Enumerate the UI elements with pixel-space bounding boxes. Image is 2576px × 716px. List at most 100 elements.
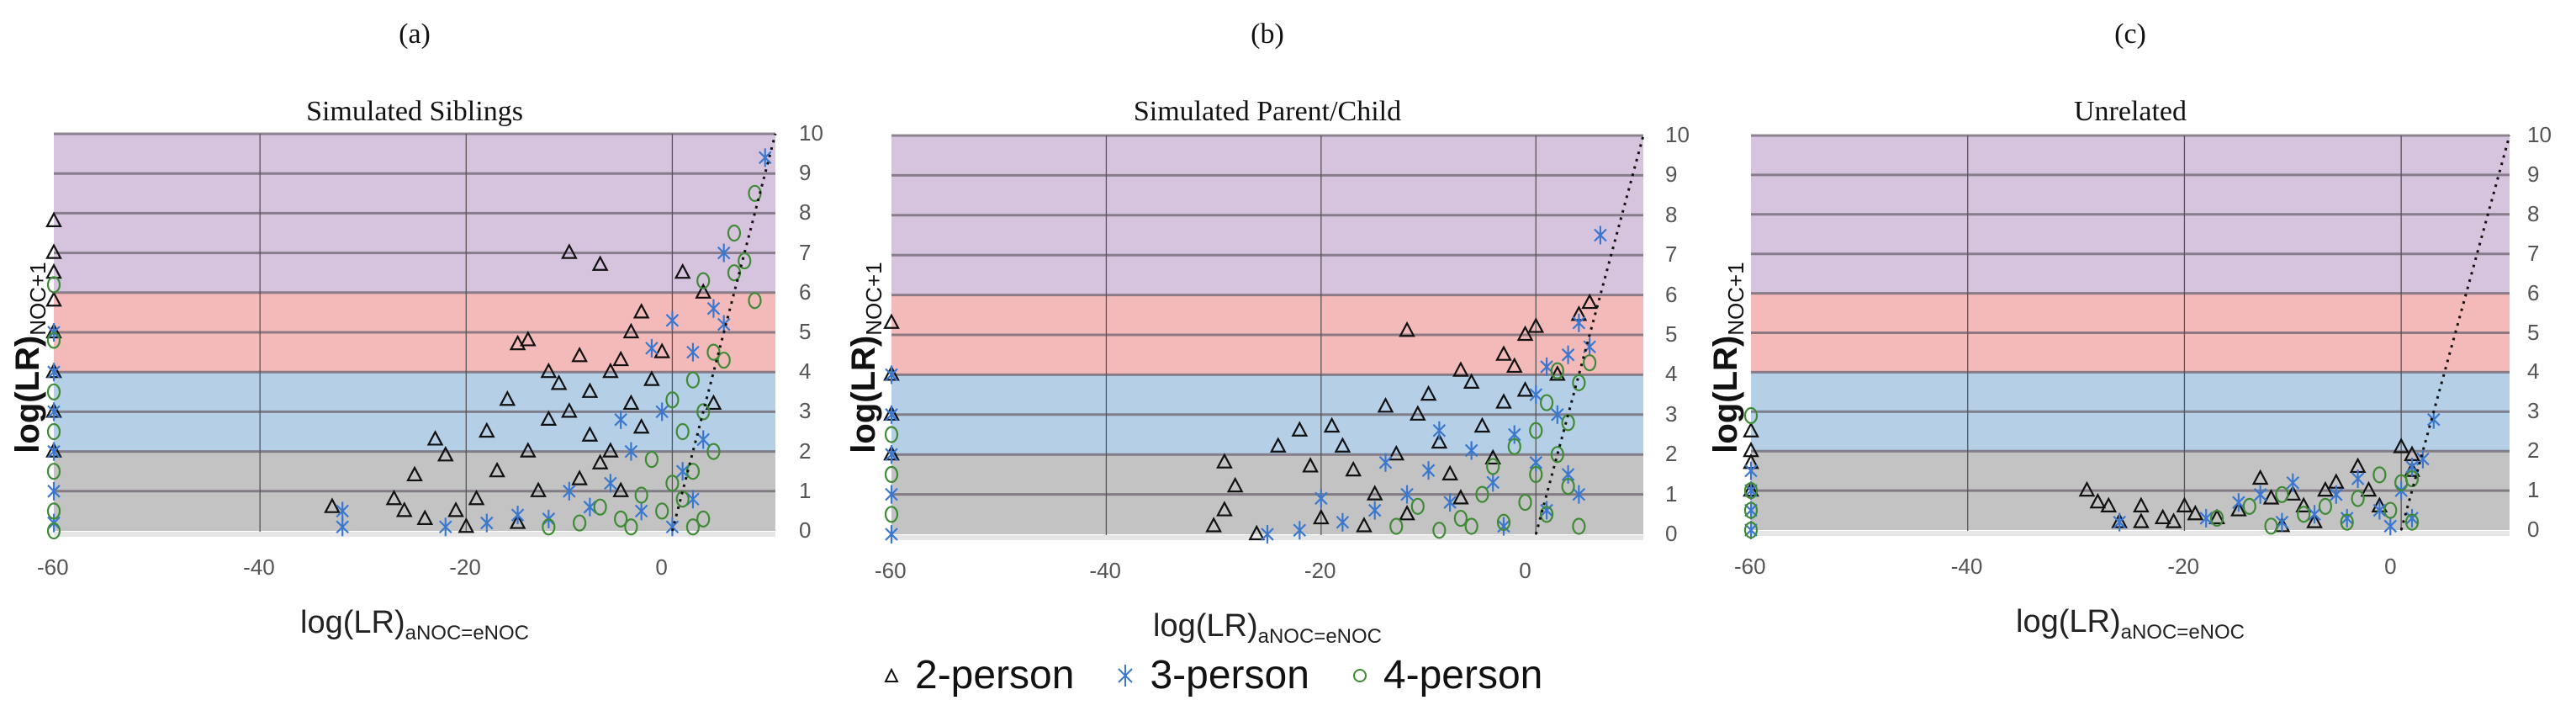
point-4-person: [573, 514, 587, 532]
point-stroke: [2275, 515, 2289, 529]
point-stroke: [1561, 347, 1575, 362]
point-3-person: [2308, 505, 2321, 524]
point-stroke: [1561, 468, 1575, 481]
point-4-person: [1453, 509, 1468, 528]
y-axis-label: log(LR)NOC+1: [9, 262, 51, 453]
point-2-person: [2154, 508, 2171, 525]
point-2-person: [2317, 480, 2334, 497]
point-2-person: [643, 370, 660, 386]
x-tick-label: -40: [1950, 554, 1983, 579]
point-4-person: [1583, 354, 1597, 372]
point-stroke: [885, 487, 898, 501]
point-3-person: [604, 474, 617, 493]
x-tick-label: -20: [449, 554, 481, 580]
point-stroke: [675, 464, 690, 478]
y-tick-label: 7: [1665, 241, 1678, 268]
point-3-person: [2372, 501, 2387, 520]
point-3-person: [1367, 501, 1382, 520]
x-tick-label: 0: [1519, 558, 1531, 583]
point-stroke: [2405, 512, 2419, 525]
point-4-person: [1529, 465, 1543, 484]
point-stroke: [438, 520, 452, 534]
point-stroke: [336, 520, 349, 534]
point-4-person: [1410, 497, 1425, 515]
point-2-person: [571, 469, 588, 485]
point-2-person: [2165, 512, 2182, 528]
point-4-person: [727, 224, 742, 242]
point-2-person: [519, 331, 537, 347]
point-4-person: [46, 331, 61, 349]
point-2-person: [1356, 517, 1373, 533]
y-axis-label-subscript: NOC+1: [1723, 262, 1748, 336]
point-stroke: [2308, 507, 2321, 522]
point-2-person: [1495, 345, 1512, 361]
point-2-person: [571, 346, 588, 363]
legend-label: 2-person: [915, 653, 1075, 697]
point-2-person: [530, 481, 547, 497]
y-tick-label: 1: [799, 477, 812, 503]
panel-label: (c): [2114, 19, 2146, 50]
point-2-person: [385, 489, 403, 506]
y-tick-label: 6: [799, 278, 812, 305]
x-tick-label: -60: [1734, 554, 1766, 579]
point-2-person: [561, 402, 578, 418]
y-axis-label-subscript: NOC+1: [25, 262, 50, 336]
x-axis-label-subscript: aNOC=eNOC: [2120, 621, 2245, 644]
panel-label: (a): [399, 19, 431, 50]
point-4-person: [1743, 481, 1759, 500]
point-4-person: [685, 518, 701, 536]
point-2-person: [45, 211, 62, 227]
y-tick-label: 3: [799, 398, 812, 424]
y-tick-label: 1: [1665, 480, 1678, 507]
point-stroke: [665, 314, 680, 327]
point-stroke: [1378, 455, 1393, 469]
point-2-person: [2187, 504, 2204, 521]
point-3-person: [1540, 357, 1553, 376]
point-4-person: [1539, 506, 1554, 523]
point-stroke: [2427, 412, 2441, 427]
x-axis-label-subscript: aNOC=eNOC: [405, 622, 529, 644]
point-3-person: [696, 430, 710, 449]
point-4-person: [706, 443, 721, 460]
point-2-person: [1516, 381, 1534, 397]
point-2-person: [602, 362, 619, 379]
point-stroke: [665, 520, 680, 534]
point-3-person: [686, 490, 700, 509]
point-4-person: [542, 518, 556, 536]
point-stroke: [706, 301, 721, 316]
point-2-person: [1205, 517, 1222, 533]
point-stroke: [1551, 408, 1564, 422]
x-tick-label: -60: [875, 558, 907, 583]
point-3-person: [885, 405, 898, 424]
point-2-person: [416, 509, 434, 525]
y-axis-label-main: log(LR): [1707, 335, 1744, 453]
point-stroke: [1744, 523, 1758, 537]
y-tick-label: 2: [2527, 438, 2540, 464]
y-tick-label: 9: [799, 160, 812, 186]
y-tick-label: 3: [1665, 400, 1678, 427]
point-2-person: [550, 374, 568, 390]
point-4-person: [717, 351, 731, 369]
point-3-person: [2330, 485, 2343, 504]
point-3-person: [1561, 464, 1575, 484]
point-4-person: [46, 502, 61, 520]
point-4-person: [593, 498, 607, 516]
x-tick-label: -40: [243, 554, 275, 580]
point-4-person: [1572, 374, 1586, 391]
point-2-person: [1463, 373, 1480, 389]
reference-line: [1534, 135, 1645, 535]
point-2-person: [1366, 485, 1383, 501]
point-4-person: [2209, 509, 2224, 528]
point-stroke: [1464, 443, 1478, 458]
point-2-person: [1323, 416, 1341, 433]
point-3-person: [336, 501, 349, 521]
y-axis-label-main: log(LR): [9, 335, 46, 453]
point-2-person: [2306, 512, 2323, 528]
point-3-person: [1572, 485, 1586, 504]
point-4-person: [46, 422, 61, 441]
panel-title: Unrelated: [2073, 96, 2187, 127]
point-2-person: [1441, 464, 1458, 481]
point-3-person: [1400, 485, 1414, 504]
point-4-person: [884, 465, 899, 484]
y-tick-label: 4: [799, 358, 812, 385]
